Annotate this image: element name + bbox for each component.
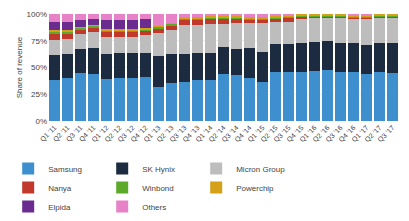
svg-text:Elpida: Elpida — [48, 203, 71, 212]
svg-text:Q4 '15: Q4 '15 — [285, 124, 305, 144]
svg-text:Winbond: Winbond — [142, 184, 174, 193]
svg-text:Q4 '12: Q4 '12 — [129, 124, 149, 144]
svg-text:Q2 '12: Q2 '12 — [103, 124, 123, 144]
svg-text:Q1 '12: Q1 '12 — [90, 124, 110, 144]
svg-text:Q4 '11: Q4 '11 — [78, 124, 98, 144]
svg-text:75%: 75% — [31, 37, 47, 46]
svg-text:Q4 '13: Q4 '13 — [181, 124, 201, 144]
svg-text:Nanya: Nanya — [48, 184, 72, 193]
svg-text:Q2 '16: Q2 '16 — [311, 124, 331, 144]
svg-text:Q3 '11: Q3 '11 — [65, 124, 85, 144]
svg-text:Q2 '11: Q2 '11 — [52, 124, 72, 144]
svg-text:Q3 '17: Q3 '17 — [376, 124, 396, 144]
svg-text:Q3 '14: Q3 '14 — [220, 124, 240, 144]
svg-text:0%: 0% — [35, 117, 47, 126]
svg-text:Q1 '17: Q1 '17 — [350, 124, 370, 144]
svg-text:Others: Others — [142, 203, 166, 212]
svg-text:Q1 '15: Q1 '15 — [246, 124, 266, 144]
svg-text:Q4 '14: Q4 '14 — [233, 124, 253, 144]
svg-text:Q2 '17: Q2 '17 — [363, 124, 383, 144]
svg-text:Q3 '12: Q3 '12 — [116, 124, 136, 144]
svg-text:100%: 100% — [27, 10, 47, 19]
svg-text:Q1 '11: Q1 '11 — [39, 124, 59, 144]
svg-text:Q2 '15: Q2 '15 — [259, 124, 279, 144]
svg-text:Share of revenue: Share of revenue — [15, 36, 24, 98]
svg-text:Q1 '14: Q1 '14 — [194, 124, 214, 144]
svg-text:Powerchip: Powerchip — [236, 184, 274, 193]
svg-text:Q3 '13: Q3 '13 — [168, 124, 188, 144]
svg-text:Q1 '13: Q1 '13 — [142, 124, 162, 144]
svg-text:Q3 '16: Q3 '16 — [324, 124, 344, 144]
svg-text:Q2 '13: Q2 '13 — [155, 124, 175, 144]
svg-text:Micron Group: Micron Group — [236, 165, 285, 174]
svg-text:25%: 25% — [31, 90, 47, 99]
svg-text:Q2 '14: Q2 '14 — [207, 124, 227, 144]
svg-text:50%: 50% — [31, 63, 47, 72]
svg-text:Q4 '16: Q4 '16 — [337, 124, 357, 144]
svg-text:Q1 '16: Q1 '16 — [298, 124, 318, 144]
svg-text:Samsung: Samsung — [48, 165, 82, 174]
svg-text:Q3 '15: Q3 '15 — [272, 124, 292, 144]
svg-text:SK Hynix: SK Hynix — [142, 165, 175, 174]
